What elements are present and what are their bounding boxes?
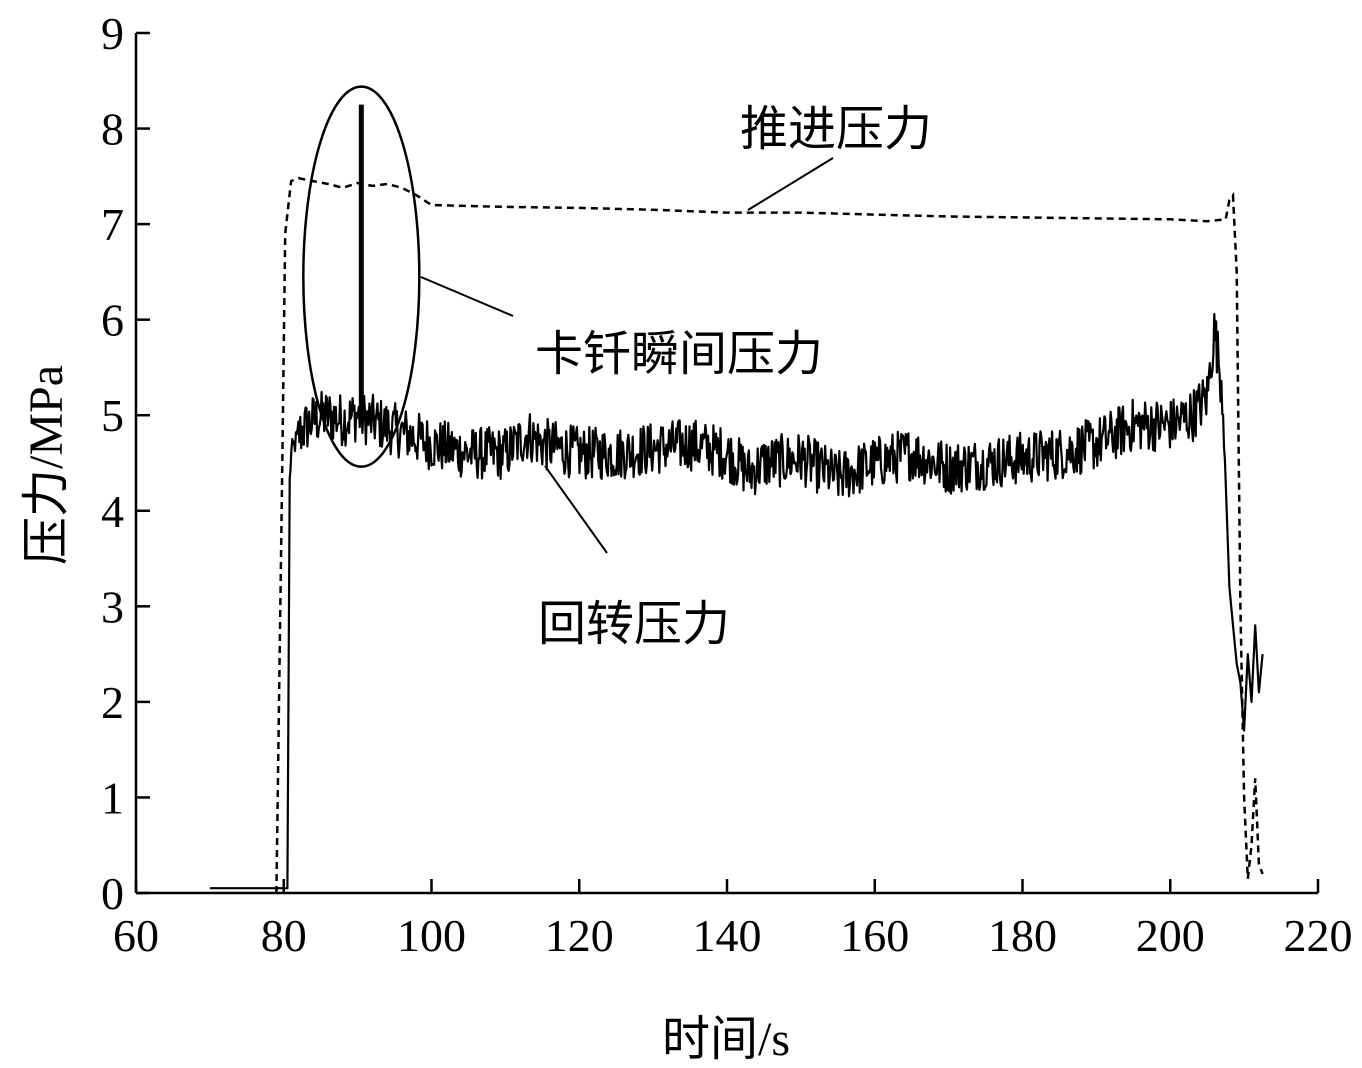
x-tick-label: 100 [397,910,466,961]
x-tick-label: 220 [1284,910,1353,961]
y-tick-label: 2 [101,677,124,728]
y-tick-label: 3 [101,581,124,632]
annotation-label-jam: 卡钎瞬间压力 [535,328,823,381]
y-axis-label: 压力/MPa [20,365,73,565]
leader-line-jam [420,276,514,317]
y-tick-label: 1 [101,772,124,823]
y-tick-label: 5 [101,390,124,441]
series-layer [209,104,1264,894]
x-tick-label: 120 [545,910,614,961]
x-axis-label: 时间/s [662,1013,790,1066]
series-thrust-pressure [275,176,1264,894]
leader-line-rotation [544,465,608,554]
leader-line-thrust [747,157,834,211]
x-tick-label: 160 [840,910,909,961]
annotation-label-thrust: 推进压力 [740,103,932,156]
x-tick-label: 140 [693,910,762,961]
x-tick-label: 60 [113,910,159,961]
y-tick-label: 7 [101,199,124,250]
y-tick-label: 0 [101,868,124,919]
y-tick-label: 6 [101,295,124,346]
jam-highlight-ellipse [302,85,421,468]
x-tick-label: 80 [261,910,307,961]
y-tick-label: 4 [101,486,124,537]
annotation-label-rotation: 回转压力 [538,598,730,651]
x-tick-label: 180 [988,910,1057,961]
y-tick-label: 9 [101,8,124,59]
annotation-layer [302,85,834,554]
series-rotation-pressure [209,312,1264,890]
x-tick-label: 200 [1136,910,1205,961]
y-tick-label: 8 [101,104,124,155]
axes: 60 80 100 120 140 160 180 200 220 0 1 2 3 4 5 6 7 8 9 [101,8,1353,961]
